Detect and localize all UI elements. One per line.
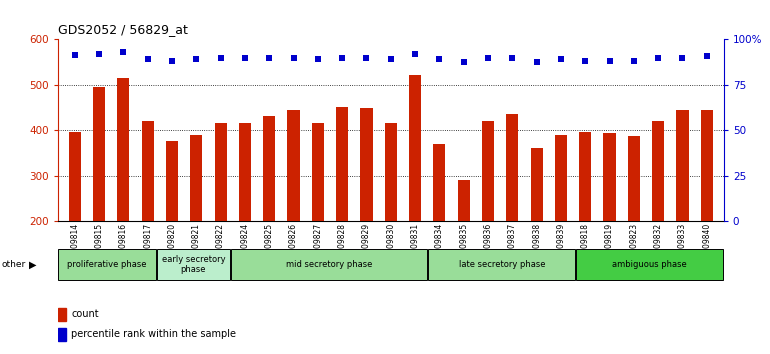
- Bar: [555, 135, 567, 221]
- Text: proliferative phase: proliferative phase: [67, 260, 147, 269]
- Bar: [231, 249, 427, 280]
- Text: percentile rank within the sample: percentile rank within the sample: [71, 329, 236, 339]
- Bar: [69, 132, 81, 221]
- Point: [628, 58, 640, 64]
- Bar: [385, 123, 397, 221]
- Point: [652, 55, 665, 61]
- Bar: [190, 135, 203, 221]
- Bar: [434, 144, 446, 221]
- Point: [506, 55, 518, 61]
- Point: [190, 57, 203, 62]
- Text: ambiguous phase: ambiguous phase: [612, 260, 687, 269]
- Bar: [142, 121, 154, 221]
- Bar: [312, 123, 324, 221]
- Text: late secretory phase: late secretory phase: [458, 260, 545, 269]
- Bar: [58, 308, 66, 321]
- Point: [239, 55, 251, 61]
- Bar: [239, 123, 251, 221]
- Point: [360, 55, 373, 61]
- Bar: [166, 142, 178, 221]
- Bar: [336, 107, 348, 221]
- Text: early secretory
phase: early secretory phase: [162, 255, 226, 274]
- Text: GDS2052 / 56829_at: GDS2052 / 56829_at: [58, 23, 188, 36]
- Point: [166, 58, 178, 64]
- Bar: [576, 249, 723, 280]
- Point: [531, 59, 543, 64]
- Bar: [117, 78, 129, 221]
- Point: [457, 59, 470, 64]
- Point: [409, 51, 421, 56]
- Bar: [506, 114, 518, 221]
- Text: mid secretory phase: mid secretory phase: [286, 260, 372, 269]
- Point: [482, 55, 494, 61]
- Point: [385, 57, 397, 62]
- Bar: [428, 249, 575, 280]
- Bar: [409, 75, 421, 221]
- Bar: [628, 136, 640, 221]
- Bar: [287, 110, 300, 221]
- Point: [215, 55, 227, 61]
- Bar: [701, 110, 713, 221]
- Bar: [58, 329, 66, 341]
- Text: other: other: [2, 260, 25, 269]
- Point: [554, 57, 567, 62]
- Bar: [157, 249, 230, 280]
- Point: [579, 58, 591, 64]
- Bar: [360, 108, 373, 221]
- Point: [676, 55, 688, 61]
- Bar: [604, 133, 616, 221]
- Point: [701, 53, 713, 59]
- Point: [142, 57, 154, 62]
- Point: [69, 52, 81, 58]
- Bar: [652, 121, 665, 221]
- Point: [312, 57, 324, 62]
- Point: [117, 49, 129, 55]
- Bar: [263, 116, 276, 221]
- Bar: [215, 123, 226, 221]
- Bar: [482, 121, 494, 221]
- Point: [336, 55, 348, 61]
- Bar: [531, 148, 543, 221]
- Point: [434, 57, 446, 62]
- Bar: [59, 249, 156, 280]
- Bar: [579, 132, 591, 221]
- Text: ▶: ▶: [29, 259, 37, 269]
- Bar: [93, 87, 105, 221]
- Text: count: count: [71, 309, 99, 319]
- Bar: [676, 110, 688, 221]
- Point: [263, 55, 276, 61]
- Bar: [457, 180, 470, 221]
- Point: [93, 51, 105, 56]
- Point: [604, 58, 616, 64]
- Point: [287, 55, 300, 61]
